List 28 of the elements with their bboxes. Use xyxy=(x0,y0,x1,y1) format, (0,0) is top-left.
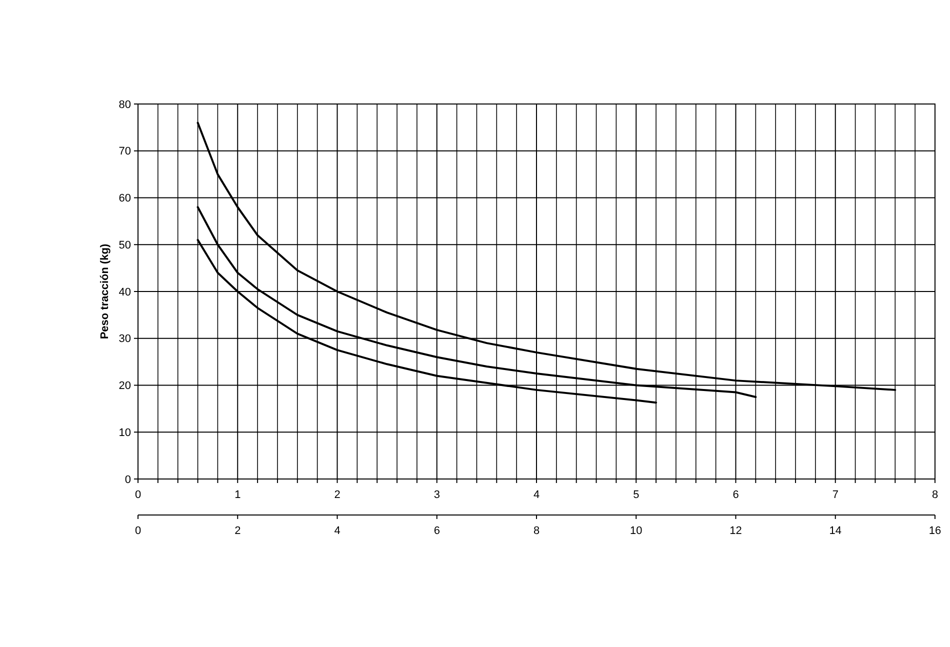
x2-tick-label: 16 xyxy=(928,525,942,537)
y-axis-title: Peso tracción (kg) xyxy=(99,243,111,340)
x2-tick-label: 10 xyxy=(630,525,642,537)
x2-tick-label: 0 xyxy=(134,525,142,537)
x2-tick-label: 6 xyxy=(434,525,440,537)
y-tick-label: 60 xyxy=(118,192,131,205)
y-tick-label: 40 xyxy=(118,286,131,298)
x2-tick-label: 4 xyxy=(334,525,340,537)
y-tick-label: 50 xyxy=(118,239,131,252)
y-tick-label: 10 xyxy=(118,426,131,439)
x2-tick-label: 8 xyxy=(533,525,540,537)
x-tick-label: 5 xyxy=(633,489,640,501)
x2-tick-label: 14 xyxy=(829,525,842,537)
y-tick-label: 80 xyxy=(118,98,131,111)
y-tick-label: 0 xyxy=(124,474,131,486)
x-tick-label: 7 xyxy=(832,489,838,501)
x-tick-label: 4 xyxy=(533,489,540,501)
x-tick-label: 3 xyxy=(434,489,440,501)
x-tick-label: 1 xyxy=(234,489,241,501)
x-tick-label: 8 xyxy=(932,489,938,501)
y-tick-label: 20 xyxy=(118,380,131,392)
y-tick-label: 70 xyxy=(118,146,131,158)
x-tick-label: 2 xyxy=(334,489,340,501)
y-tick-label: 30 xyxy=(118,333,131,346)
x2-tick-label: 12 xyxy=(730,525,742,537)
x2-tick-label: 2 xyxy=(234,525,241,537)
x-tick-label: 6 xyxy=(732,489,739,501)
x-tick-label: 0 xyxy=(134,489,142,501)
